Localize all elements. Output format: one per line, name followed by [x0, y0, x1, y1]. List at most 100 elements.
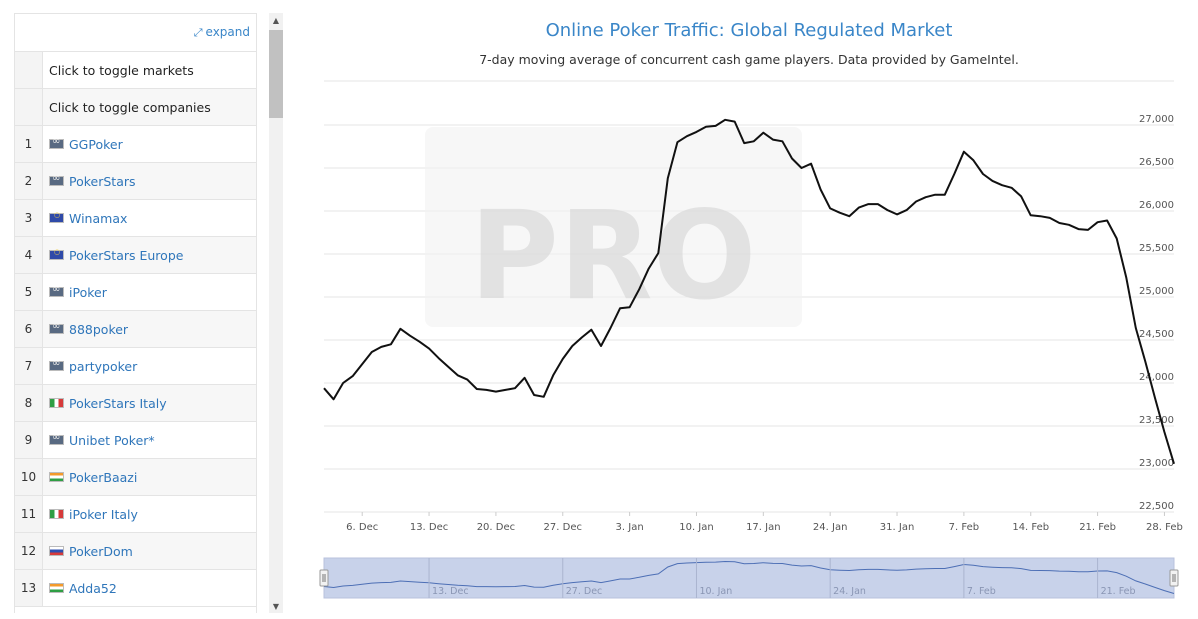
x-tick-label: 10. Jan: [679, 522, 714, 533]
x-tick-label: 28. Feb: [1146, 522, 1183, 533]
list-item[interactable]: 3 ○ Winamax: [15, 200, 256, 237]
eu-stars-icon: ○: [54, 248, 61, 256]
operator-link[interactable]: PokerStars Europe: [69, 247, 184, 263]
list-item[interactable]: 10 PokerBaazi: [15, 459, 256, 496]
rank-number: 13: [15, 570, 43, 606]
infinity-icon: ∞: [52, 432, 61, 443]
ranking-sidebar: ⤢ expand Click to toggle markets Click to…: [14, 13, 257, 613]
operator-link[interactable]: Adda52: [69, 580, 117, 596]
operator-link[interactable]: PokerDom: [69, 543, 133, 559]
navigator-tick-label: 24. Jan: [833, 586, 866, 597]
operator-cell: ∞ iPoker: [43, 274, 256, 310]
list-item[interactable]: 9 ∞ Unibet Poker*: [15, 422, 256, 459]
y-tick-label: 26,500: [1139, 157, 1174, 168]
y-tick-label: 23,500: [1139, 415, 1174, 426]
rank-number: 4: [15, 237, 43, 273]
operator-cell: iPoker Italy: [43, 496, 256, 532]
navigator-handle-right[interactable]: [1169, 569, 1179, 587]
rank-number: 9: [15, 422, 43, 458]
chart-title: Online Poker Traffic: Global Regulated M…: [545, 20, 953, 41]
operator-link[interactable]: PokerStars Italy: [69, 395, 167, 411]
x-tick-label: 21. Feb: [1079, 522, 1116, 533]
list-item[interactable]: 11 iPoker Italy: [15, 496, 256, 533]
list-item[interactable]: 4 ○ PokerStars Europe: [15, 237, 256, 274]
list-item[interactable]: 7 ∞ partypoker: [15, 348, 256, 385]
operator-link[interactable]: iPoker Italy: [69, 506, 138, 522]
expand-row: ⤢ expand: [15, 14, 256, 52]
expand-icon: ⤢: [193, 26, 203, 39]
watermark-text: PRO: [469, 185, 756, 327]
navigator-handle-left[interactable]: [319, 569, 329, 587]
list-item[interactable]: 2 ∞ PokerStars: [15, 163, 256, 200]
scroll-up-icon[interactable]: ▲: [272, 15, 280, 25]
operator-cell: PokerDom: [43, 533, 256, 569]
operator-cell: PokerBaazi: [43, 459, 256, 495]
operator-link[interactable]: iPoker: [69, 284, 107, 300]
intl-flag-icon: ∞: [49, 321, 64, 334]
list-item[interactable]: 13 Adda52: [15, 570, 256, 607]
x-tick-label: 13. Dec: [410, 522, 448, 533]
operator-link[interactable]: 888poker: [69, 321, 129, 337]
rank-number: 2: [15, 163, 43, 199]
x-tick-label: 17. Jan: [746, 522, 781, 533]
operator-link[interactable]: PokerStars: [69, 173, 136, 189]
y-tick-label: 26,000: [1139, 200, 1174, 211]
operator-cell: ○ Winamax: [43, 200, 256, 236]
list-item[interactable]: 6 ∞ 888poker: [15, 311, 256, 348]
rank-number: 12: [15, 533, 43, 569]
infinity-icon: ∞: [52, 136, 61, 147]
pro-watermark: PRO: [425, 127, 802, 327]
rank-number: 7: [15, 348, 43, 384]
operator-link[interactable]: PokerBaazi: [69, 469, 138, 485]
operator-link[interactable]: Winamax: [69, 210, 128, 226]
india-flag-icon: [49, 472, 64, 482]
operator-link[interactable]: Unibet Poker*: [69, 432, 155, 448]
rank-number: 10: [15, 459, 43, 495]
navigator-tick-label: 27. Dec: [566, 586, 603, 597]
x-tick-label: 3. Jan: [616, 522, 644, 533]
toggle-companies-row[interactable]: Click to toggle companies: [15, 89, 256, 126]
list-item[interactable]: 1 ∞ GGPoker: [15, 126, 256, 163]
y-tick-label: 22,500: [1139, 501, 1174, 512]
navigator-range: [323, 557, 1175, 599]
navigator-tick-label: 13. Dec: [432, 586, 469, 597]
list-item[interactable]: 5 ∞ iPoker: [15, 274, 256, 311]
y-tick-label: 23,000: [1139, 458, 1174, 469]
eu-flag-icon: ○: [49, 248, 64, 260]
toggle-markets-label[interactable]: Click to toggle markets: [49, 62, 194, 78]
eu-stars-icon: ○: [54, 211, 61, 219]
toggle-markets-row[interactable]: Click to toggle markets: [15, 52, 256, 89]
chart-subtitle: 7-day moving average of concurrent cash …: [479, 52, 1019, 67]
list-item[interactable]: 8 PokerStars Italy: [15, 385, 256, 422]
operator-cell: ∞ GGPoker: [43, 126, 256, 162]
operator-cell: ∞ 888poker: [43, 311, 256, 347]
operator-link[interactable]: partypoker: [69, 358, 138, 374]
navigator-tick-label: 10. Jan: [699, 586, 732, 597]
operator-cell: PokerStars Italy: [43, 385, 256, 421]
rank-number: 5: [15, 274, 43, 310]
toggle-companies-label[interactable]: Click to toggle companies: [43, 89, 256, 125]
italy-flag-icon: [49, 398, 64, 408]
expand-label: expand: [205, 25, 250, 39]
operator-cell: ○ PokerStars Europe: [43, 237, 256, 273]
infinity-icon: ∞: [52, 173, 61, 184]
y-tick-label: 24,000: [1139, 372, 1174, 383]
scrollbar-thumb[interactable]: [269, 30, 283, 118]
operator-link[interactable]: GGPoker: [69, 136, 123, 152]
ranking-list: 1 ∞ GGPoker 2 ∞ PokerStars 3 ○ Winamax 4 ○ PokerSta…: [15, 126, 256, 607]
rank-number: 1: [15, 126, 43, 162]
series-line: [323, 118, 1175, 465]
navigator-tick-label: 21. Feb: [1101, 586, 1136, 597]
scroll-down-icon[interactable]: ▼: [272, 601, 280, 611]
x-tick-label: 27. Dec: [544, 522, 582, 533]
rank-number: 6: [15, 311, 43, 347]
sidebar-scrollbar[interactable]: ▲ ▼: [269, 13, 283, 613]
navigator-series: [323, 560, 1175, 594]
intl-flag-icon: ∞: [49, 358, 64, 371]
rank-number: 11: [15, 496, 43, 532]
operator-cell: ∞ PokerStars: [43, 163, 256, 199]
list-item[interactable]: 12 PokerDom: [15, 533, 256, 570]
intl-flag-icon: ∞: [49, 432, 64, 445]
navigator-tick-label: 7. Feb: [967, 586, 996, 597]
expand-button[interactable]: ⤢ expand: [194, 25, 250, 40]
